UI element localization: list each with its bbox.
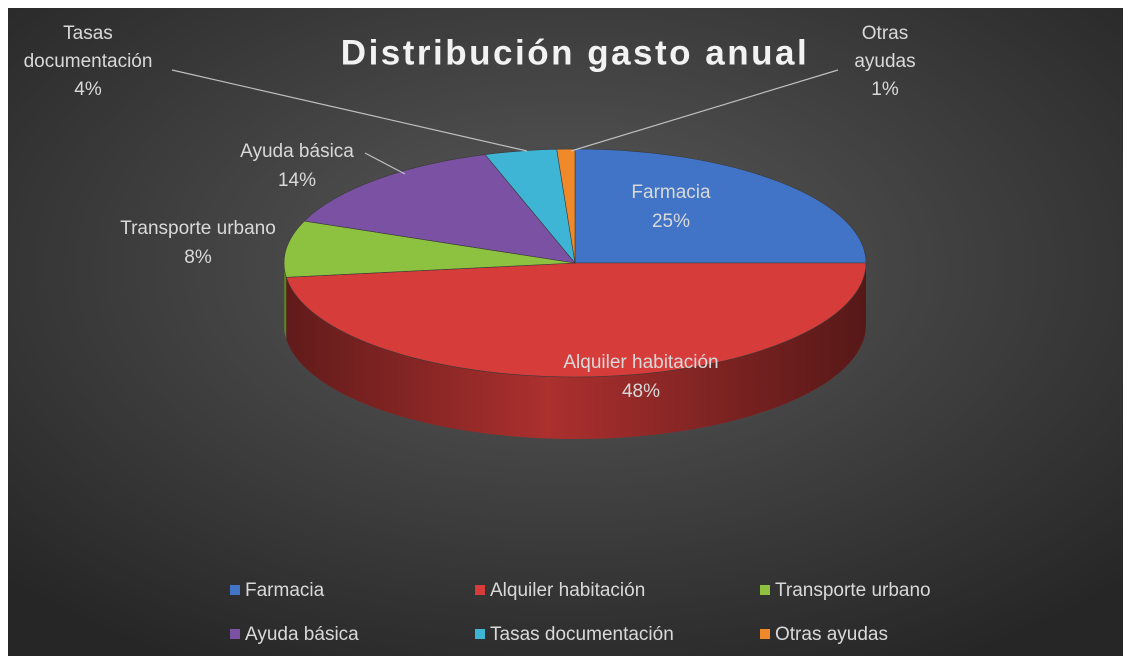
labels: Farmacia 25% Alquiler habitación 48% Transpo… <box>24 23 916 402</box>
slice <box>556 148 576 264</box>
legend-label: Tasas documentación <box>490 624 674 645</box>
legend-marker <box>230 585 240 595</box>
legend: Farmacia Alquiler habitación Transporte ur… <box>230 580 931 645</box>
legend-label: Alquiler habitación <box>490 580 645 601</box>
legend-label: Farmacia <box>245 580 325 601</box>
legend-marker <box>230 629 240 639</box>
slice <box>285 262 867 378</box>
data-label-name: Tasas documentación <box>24 23 153 72</box>
data-label-value: 1% <box>871 79 899 100</box>
data-label-name: Otras ayudas <box>854 23 915 72</box>
data-label-name: Ayuda básica <box>240 141 354 162</box>
legend-marker <box>760 629 770 639</box>
data-label-value: 8% <box>184 247 212 268</box>
legend-marker <box>475 585 485 595</box>
legend-marker <box>760 585 770 595</box>
side-shade <box>284 263 287 340</box>
side-shade <box>286 263 866 440</box>
leader-line <box>364 152 406 175</box>
slice <box>283 220 576 278</box>
leader-line <box>570 69 839 152</box>
slice <box>574 148 867 264</box>
data-label-name: Farmacia <box>631 182 711 203</box>
legend-label: Transporte urbano <box>775 580 931 601</box>
pie <box>283 148 867 440</box>
data-label-name: Alquiler habitación <box>563 352 718 373</box>
data-label-value: 4% <box>74 79 102 100</box>
legend-marker <box>475 629 485 639</box>
data-label-value: 14% <box>278 170 316 191</box>
leader-line <box>171 69 528 152</box>
data-label-value: 48% <box>622 381 660 402</box>
chart-title: Distribución gasto anual <box>341 33 809 72</box>
legend-label: Otras ayudas <box>775 624 888 645</box>
legend-label: Ayuda básica <box>245 624 359 645</box>
data-label-name: Transporte urbano <box>120 218 276 239</box>
data-label-value: 25% <box>652 211 690 232</box>
